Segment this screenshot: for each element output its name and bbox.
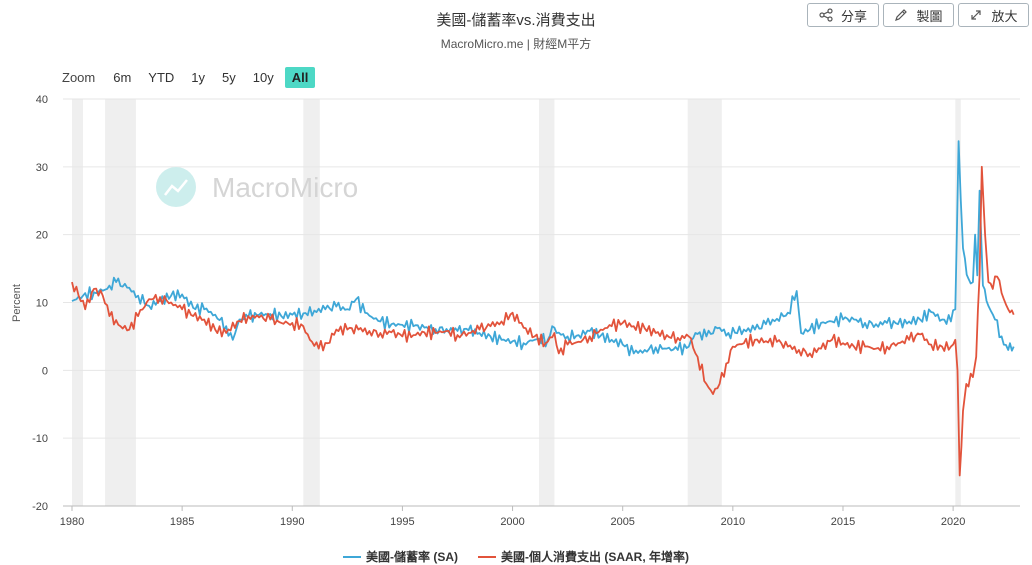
zoom-5y-button[interactable]: 5y [222, 69, 236, 85]
share-button-label: 分享 [840, 8, 867, 24]
series-lines [71, 140, 1015, 477]
x-tick-label: 2000 [500, 516, 524, 528]
axes: -20 -10 0 10 20 30 40 1980 1985 1990 1995 2000 2005 2… [32, 94, 1020, 528]
zoom-10y-button[interactable]: 10y [252, 69, 274, 85]
zoom-6m-button[interactable]: 6m [113, 69, 132, 85]
x-tick-label: 2005 [610, 516, 634, 528]
y-tick-label: -10 [32, 433, 48, 445]
zoom-selector: Zoom 6m YTD 1y 5y 10y All [62, 66, 320, 88]
x-tick-label: 2010 [721, 516, 745, 528]
legend: 美國-儲蓄率 (SA) 美國-個人消費支出 (SAAR, 年增率) [0, 548, 1032, 565]
y-tick-label: 20 [36, 230, 48, 242]
draw-button-label: 製圖 [916, 8, 943, 24]
expand-icon [971, 10, 982, 20]
share-button[interactable]: 分享 [807, 3, 879, 27]
x-tick-label: 1990 [280, 516, 304, 528]
draw-button[interactable]: 製圖 [883, 3, 954, 27]
legend-label-savings: 美國-儲蓄率 (SA) [366, 550, 458, 564]
zoom-label: Zoom [62, 69, 96, 85]
watermark: MacroMicro [156, 167, 358, 207]
legend-label-spending: 美國-個人消費支出 (SAAR, 年增率) [501, 550, 689, 564]
expand-button-label: 放大 [991, 8, 1018, 24]
series-line-1 [71, 165, 1015, 477]
y-tick-label: 30 [36, 162, 48, 174]
y-tick-label: 40 [36, 94, 48, 106]
x-tick-label: 1985 [170, 516, 194, 528]
share-icon [819, 8, 833, 22]
legend-item-savings[interactable]: 美國-儲蓄率 (SA) [343, 548, 458, 565]
x-tick-label: 1995 [390, 516, 414, 528]
legend-item-spending[interactable]: 美國-個人消費支出 (SAAR, 年增率) [478, 548, 689, 565]
x-tick-label: 2020 [941, 516, 965, 528]
x-tick-label: 1980 [60, 516, 84, 528]
watermark-chart-icon [164, 179, 188, 196]
y-tick-label: 10 [36, 298, 48, 310]
legend-swatch-savings [343, 555, 361, 558]
expand-button[interactable]: 放大 [958, 3, 1029, 27]
series-line-0 [71, 140, 1015, 357]
zoom-all-button[interactable]: All [284, 66, 316, 88]
zoom-1y-button[interactable]: 1y [191, 69, 206, 85]
legend-swatch-spending [478, 555, 496, 558]
pencil-icon [895, 9, 908, 21]
zoom-ytd-button[interactable]: YTD [148, 69, 175, 85]
x-tick-label: 2015 [831, 516, 855, 528]
watermark-logo-icon [156, 167, 196, 207]
y-axis-label: Percent [11, 284, 23, 322]
chart-title: 美國-儲蓄率vs.消費支出 [436, 12, 596, 29]
y-tick-label: -20 [32, 501, 48, 513]
watermark-text: MacroMicro [212, 172, 358, 203]
chart-subtitle: MacroMicro.me | 財經M平方 [440, 37, 592, 51]
y-tick-label: 0 [42, 365, 48, 377]
